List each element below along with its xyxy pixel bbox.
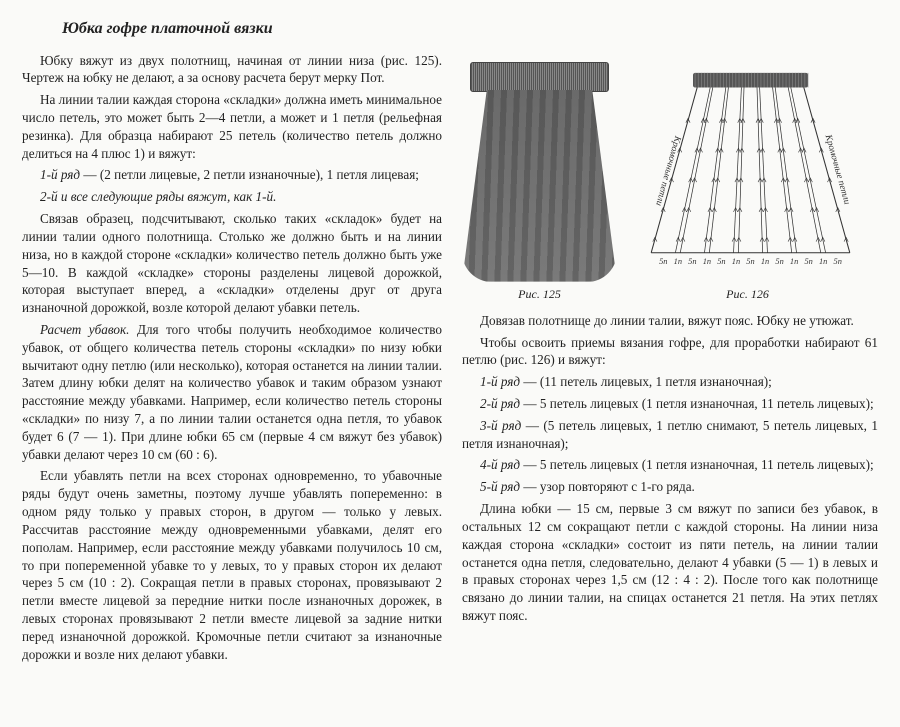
row-label: 3-й ряд	[480, 418, 526, 433]
svg-text:5п: 5п	[688, 257, 696, 266]
skirt-waistband	[470, 62, 609, 92]
svg-text:5п: 5п	[804, 257, 812, 266]
figure-126-diagram: 5п 1п 5п 1п 5п 1п 5п 1п 5п 1п 5п 1п 5п Кромочные петл…	[623, 52, 878, 282]
svg-text:1п: 1п	[819, 257, 827, 266]
paragraph: Длина юбки — 15 см, первые 3 см вяжут по…	[462, 500, 878, 625]
svg-text:1п: 1п	[761, 257, 769, 266]
paragraph: Связав образец, подсчитывают, сколько та…	[22, 210, 442, 317]
row-label: 1-й ряд	[40, 167, 83, 182]
paragraph: Расчет убавок. Для того чтобы получить н…	[22, 321, 442, 464]
paragraph: На линии талии каждая сторона «складки» …	[22, 91, 442, 162]
right-column: 5п 1п 5п 1п 5п 1п 5п 1п 5п 1п 5п 1п 5п Кромочные петл…	[462, 52, 878, 668]
svg-text:5п: 5п	[834, 257, 842, 266]
svg-text:5п: 5п	[746, 257, 754, 266]
row-label: 4-й ряд	[480, 457, 523, 472]
paragraph: 5-й ряд — узор повторяют с 1-го ряда.	[462, 478, 878, 496]
caption-fig-126: Рис. 126	[617, 286, 878, 302]
row-label: 1-й ряд	[480, 374, 523, 389]
paragraph: Если убавлять петли на всех сторонах одн…	[22, 467, 442, 663]
paragraph: 4-й ряд — 5 петель лицевых (1 петля изна…	[462, 456, 878, 474]
skirt-body	[462, 90, 617, 282]
page-title: Юбка гофре платочной вязки	[62, 18, 878, 40]
paragraph: Довязав полотнище до линии талии, вяжут …	[462, 312, 878, 330]
left-column: Юбку вяжут из двух полотнищ, начиная от …	[22, 52, 442, 668]
svg-text:5п: 5п	[659, 257, 667, 266]
svg-text:Кромочные петли: Кромочные петли	[653, 133, 682, 206]
two-column-body: Юбку вяжут из двух полотнищ, начиная от …	[22, 52, 878, 668]
svg-text:1п: 1п	[674, 257, 682, 266]
figure-row: 5п 1п 5п 1п 5п 1п 5п 1п 5п 1п 5п 1п 5п Кромочные петл…	[462, 52, 878, 282]
paragraph: 1-й ряд — (11 петель лицевых, 1 петля из…	[462, 373, 878, 391]
svg-text:5п: 5п	[717, 257, 725, 266]
svg-text:5п: 5п	[775, 257, 783, 266]
diagram-svg: 5п 1п 5п 1п 5п 1п 5п 1п 5п 1п 5п 1п 5п Кромочные петл…	[623, 52, 878, 282]
paragraph: 3-й ряд — (5 петель лицевых, 1 петлю сни…	[462, 417, 878, 453]
row-label: 5-й ряд	[480, 479, 523, 494]
emphasis-lead: Расчет убавок.	[40, 322, 137, 337]
svg-text:1п: 1п	[703, 257, 711, 266]
svg-text:1п: 1п	[790, 257, 798, 266]
figure-captions: Рис. 125 Рис. 126	[462, 286, 878, 302]
paragraph: 2-й и все следующие ряды вяжут, как 1-й.	[22, 188, 442, 206]
paragraph: Чтобы освоить приемы вязания гофре, для …	[462, 334, 878, 370]
paragraph: 2-й ряд — 5 петель лицевых (1 петля изна…	[462, 395, 878, 413]
paragraph: 1-й ряд — (2 петли лицевые, 2 петли изна…	[22, 166, 442, 184]
caption-fig-125: Рис. 125	[462, 286, 617, 302]
figure-125-skirt-photo	[462, 52, 617, 282]
paragraph: Юбку вяжут из двух полотнищ, начиная от …	[22, 52, 442, 88]
row-label: 2-й ряд	[480, 396, 523, 411]
svg-text:1п: 1п	[732, 257, 740, 266]
